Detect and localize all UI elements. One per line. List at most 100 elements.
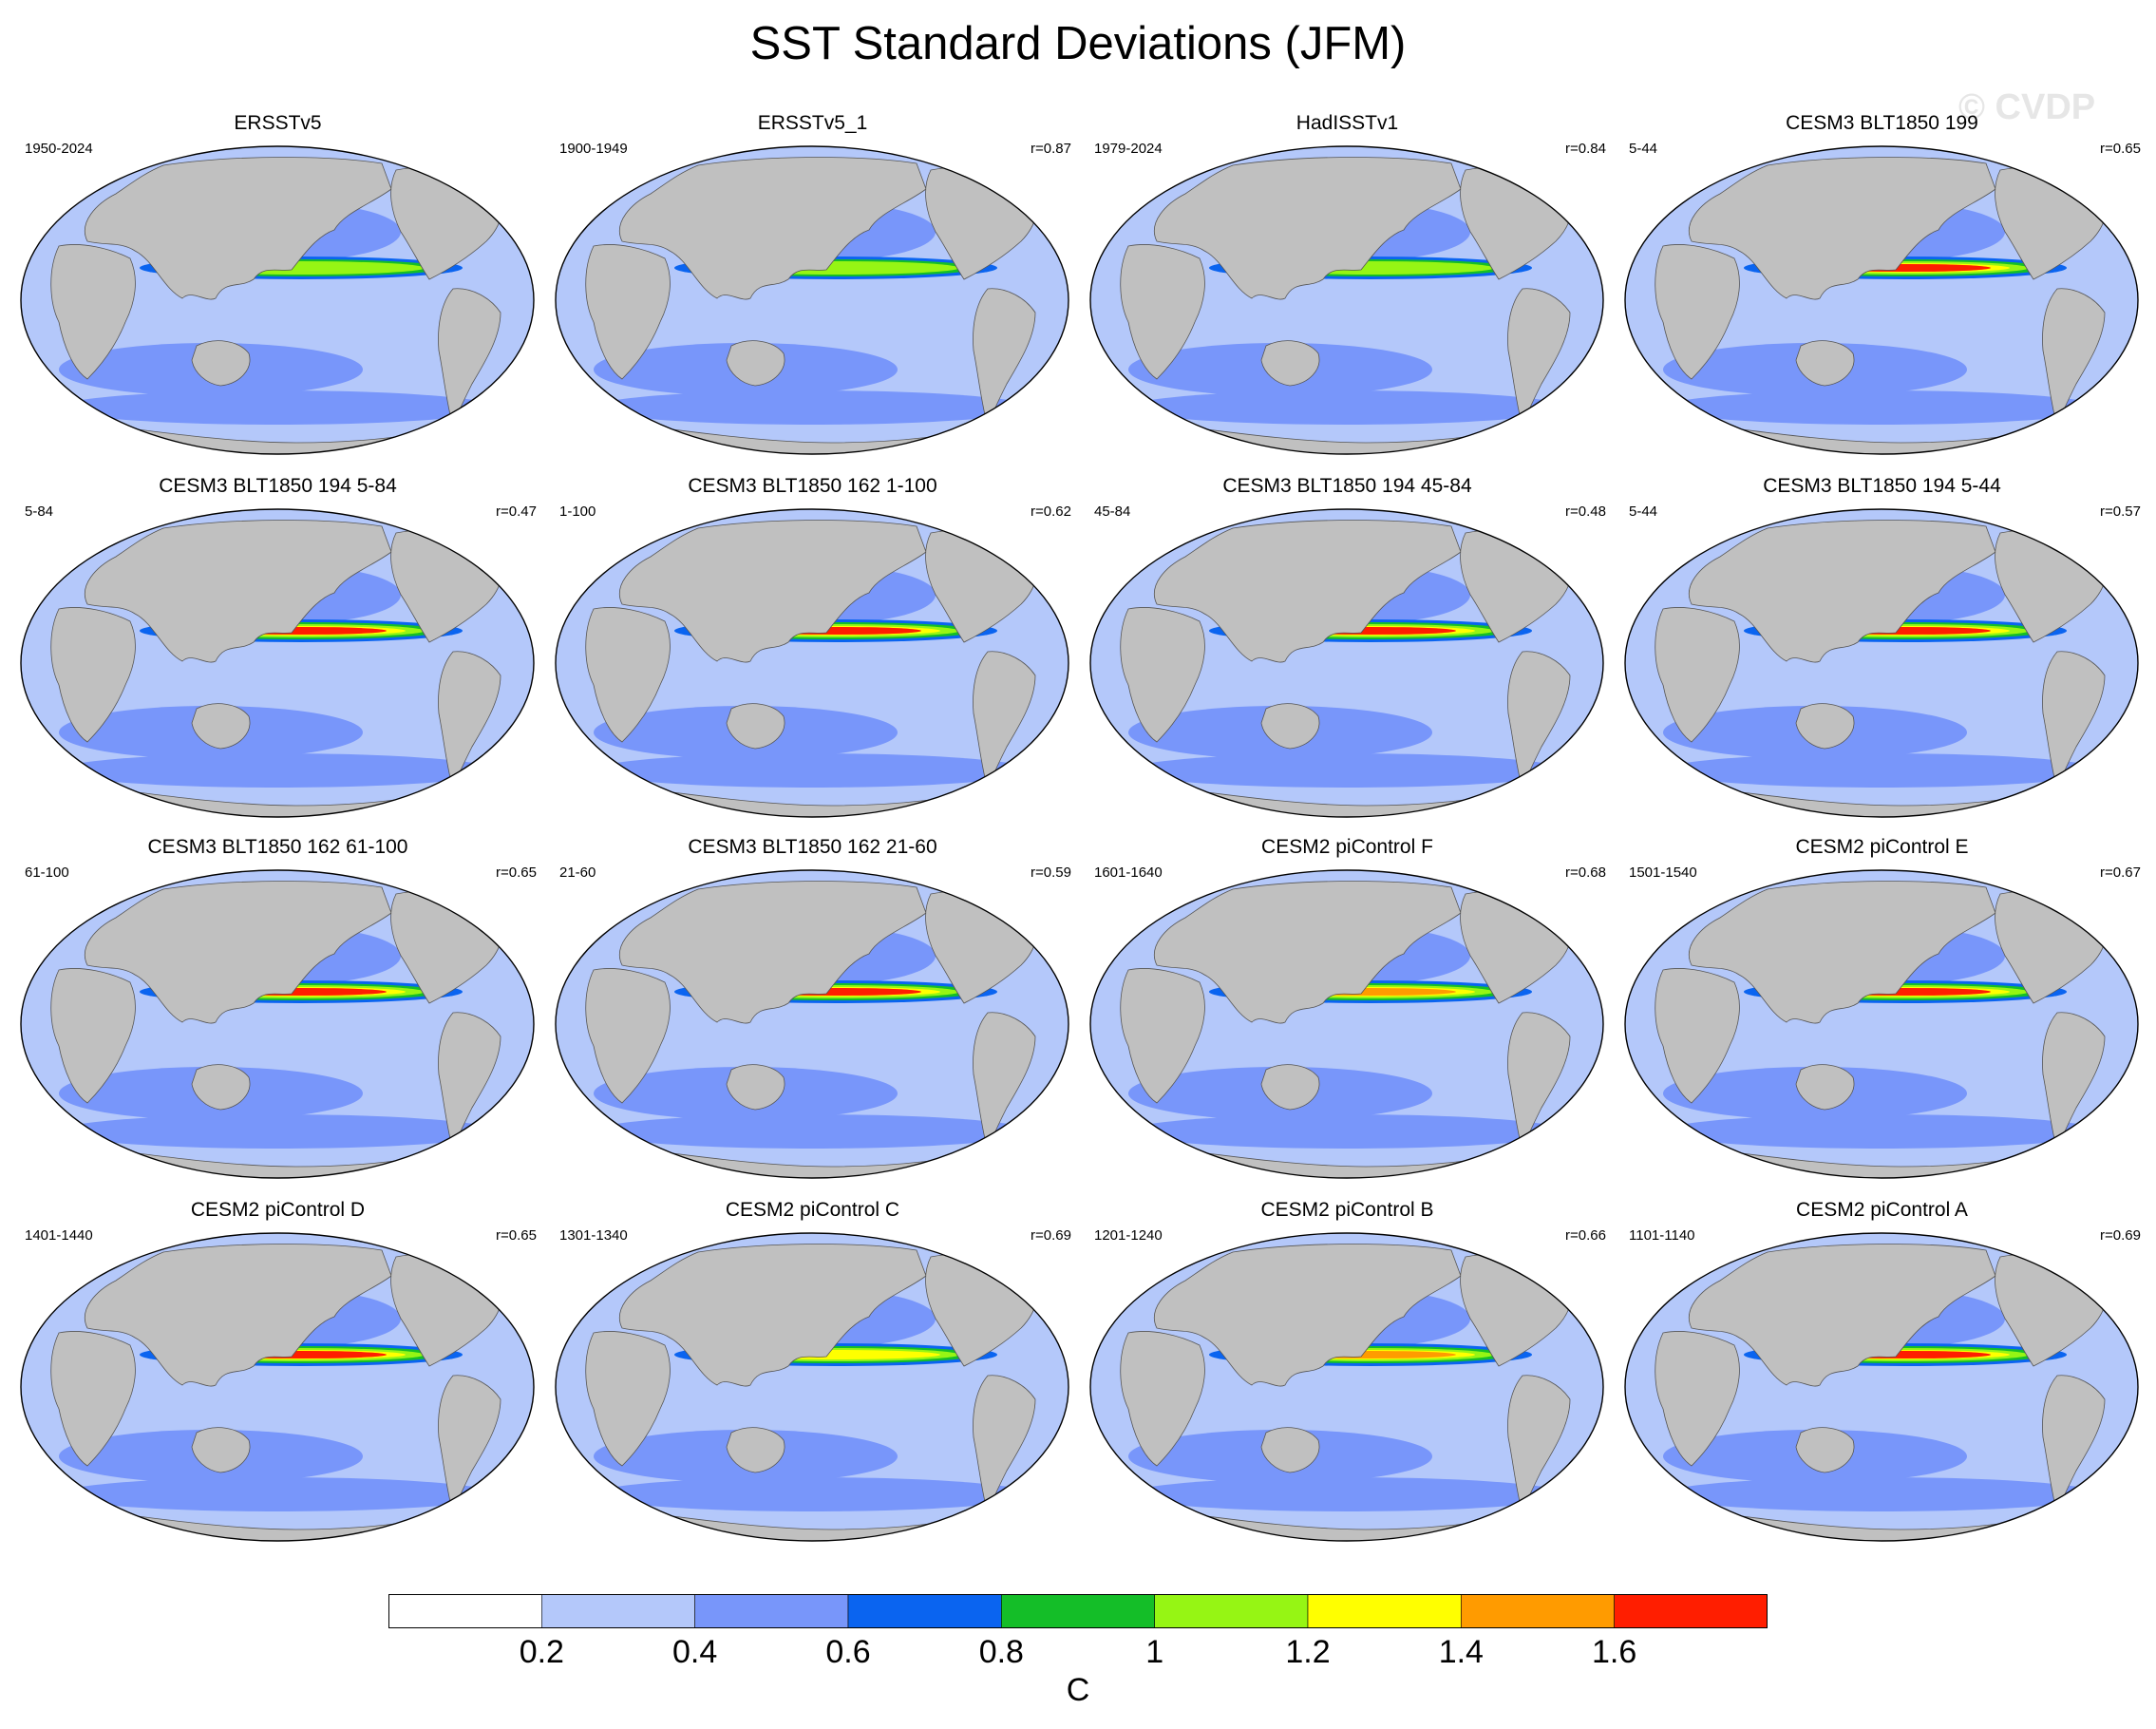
global-sst-map [555,869,1069,1179]
colorbar [388,1594,1768,1628]
panel-title: CESM3 BLT1850 194 45-84 [1222,475,1472,497]
colorbar-swatch [388,1594,542,1628]
colorbar-tick-label: 1 [1145,1634,1164,1670]
panel-pattern-correlation: r=0.68 [1565,864,1606,881]
panel-period: 1101-1140 [1629,1227,1695,1244]
panel-title: ERSSTv5 [234,112,322,134]
map-panel: CESM2 piControl D 1401-1440 r=0.65 [9,1199,546,1555]
colorbar-tick-label: 0.8 [978,1634,1024,1670]
panel-period: 1900-1949 [559,141,628,157]
map-panel: ERSSTv5 1950-2024 [9,112,546,468]
panel-pattern-correlation: r=0.47 [496,504,537,520]
colorbar-swatch [541,1594,695,1628]
global-sst-map [1089,1232,1604,1542]
panel-title: CESM2 piControl F [1261,836,1433,858]
colorbar-swatch [1614,1594,1768,1628]
panel-pattern-correlation: r=0.65 [496,1227,537,1244]
colorbar-swatch [1461,1594,1615,1628]
map-panel: CESM3 BLT1850 162 21-60 21-60 r=0.59 [544,836,1081,1192]
panel-pattern-correlation: r=0.48 [1565,504,1606,520]
colorbar-swatch [1154,1594,1309,1628]
panel-period: 1501-1540 [1629,864,1697,881]
colorbar-tick-label: 1.2 [1285,1634,1331,1670]
panel-title: CESM3 BLT1850 194 5-84 [159,475,397,497]
global-sst-map [1624,869,2139,1179]
map-panel: CESM2 piControl C 1301-1340 r=0.69 [544,1199,1081,1555]
global-sst-map [20,1232,535,1542]
panel-pattern-correlation: r=0.69 [2100,1227,2141,1244]
panel-title: CESM2 piControl A [1796,1199,1968,1221]
map-panel: CESM3 BLT1850 194 5-84 5-84 r=0.47 [9,475,546,831]
panel-period: 61-100 [25,864,69,881]
panel-period: 1-100 [559,504,596,520]
panel-period: 5-84 [25,504,54,520]
panel-title: CESM2 piControl D [190,1199,366,1221]
panel-pattern-correlation: r=0.84 [1565,141,1606,157]
map-panel: ERSSTv5_1 1900-1949 r=0.87 [544,112,1081,468]
global-sst-map [1089,145,1604,455]
colorbar-swatch [1001,1594,1155,1628]
global-sst-map [555,1232,1069,1542]
panel-period: 1201-1240 [1094,1227,1163,1244]
colorbar-swatch [694,1594,849,1628]
map-panel: CESM3 BLT1850 162 61-100 61-100 r=0.65 [9,836,546,1192]
colorbar-tick-label: 1.6 [1592,1634,1637,1670]
global-sst-map [1089,508,1604,818]
global-sst-map [1624,145,2139,455]
global-sst-map [20,508,535,818]
global-sst-map [20,869,535,1179]
panel-pattern-correlation: r=0.65 [496,864,537,881]
panel-title: CESM3 BLT1850 162 21-60 [688,836,937,858]
panel-period: 5-44 [1629,504,1658,520]
colorbar-tick-label: 1.4 [1438,1634,1484,1670]
map-panel: CESM2 piControl A 1101-1140 r=0.69 [1614,1199,2150,1555]
panel-title: CESM2 piControl E [1795,836,1969,858]
panel-title: HadISSTv1 [1295,112,1399,134]
colorbar-tick-label: 0.6 [825,1634,871,1670]
panel-pattern-correlation: r=0.65 [2100,141,2141,157]
panel-title: CESM2 piControl C [725,1199,900,1221]
panel-period: 45-84 [1094,504,1131,520]
global-sst-map [20,145,535,455]
panel-period: 1950-2024 [25,141,93,157]
panel-pattern-correlation: r=0.59 [1031,864,1071,881]
map-panel: CESM3 BLT1850 194 5-44 5-44 r=0.57 [1614,475,2150,831]
map-panel: CESM2 piControl B 1201-1240 r=0.66 [1079,1199,1616,1555]
panel-title: CESM3 BLT1850 162 1-100 [688,475,937,497]
colorbar-tick-label: 0.2 [519,1634,564,1670]
colorbar-tick-label: 0.4 [672,1634,718,1670]
panel-period: 21-60 [559,864,596,881]
map-panel: CESM3 BLT1850 194 45-84 45-84 r=0.48 [1079,475,1616,831]
map-panel: CESM2 piControl E 1501-1540 r=0.67 [1614,836,2150,1192]
panel-pattern-correlation: r=0.62 [1031,504,1071,520]
panel-pattern-correlation: r=0.69 [1031,1227,1071,1244]
figure-title: SST Standard Deviations (JFM) [749,18,1407,69]
panel-period: 1601-1640 [1094,864,1163,881]
global-sst-map [1624,1232,2139,1542]
panel-pattern-correlation: r=0.67 [2100,864,2141,881]
panel-pattern-correlation: r=0.87 [1031,141,1071,157]
panel-pattern-correlation: r=0.66 [1565,1227,1606,1244]
global-sst-map [1089,869,1604,1179]
global-sst-map [555,145,1069,455]
map-panel: CESM3 BLT1850 199 5-44 r=0.65 [1614,112,2150,468]
map-panel: HadISSTv1 1979-2024 r=0.84 [1079,112,1616,468]
colorbar-swatch [847,1594,1002,1628]
map-panel: CESM2 piControl F 1601-1640 r=0.68 [1079,836,1616,1192]
map-panel: CESM3 BLT1850 162 1-100 1-100 r=0.62 [544,475,1081,831]
global-sst-map [555,508,1069,818]
global-sst-map [1624,508,2139,818]
panel-title: CESM3 BLT1850 199 [1786,112,1978,134]
panel-period: 1979-2024 [1094,141,1163,157]
panel-period: 1401-1440 [25,1227,93,1244]
colorbar-units: C [1066,1672,1090,1708]
panel-title: CESM3 BLT1850 162 61-100 [147,836,408,858]
panel-period: 5-44 [1629,141,1658,157]
watermark: © CVDP [1958,87,2096,127]
colorbar-swatch [1307,1594,1462,1628]
panel-title: CESM3 BLT1850 194 5-44 [1763,475,2001,497]
panel-period: 1301-1340 [559,1227,628,1244]
panel-title: CESM2 piControl B [1260,1199,1434,1221]
panel-title: ERSSTv5_1 [757,112,868,134]
panel-pattern-correlation: r=0.57 [2100,504,2141,520]
